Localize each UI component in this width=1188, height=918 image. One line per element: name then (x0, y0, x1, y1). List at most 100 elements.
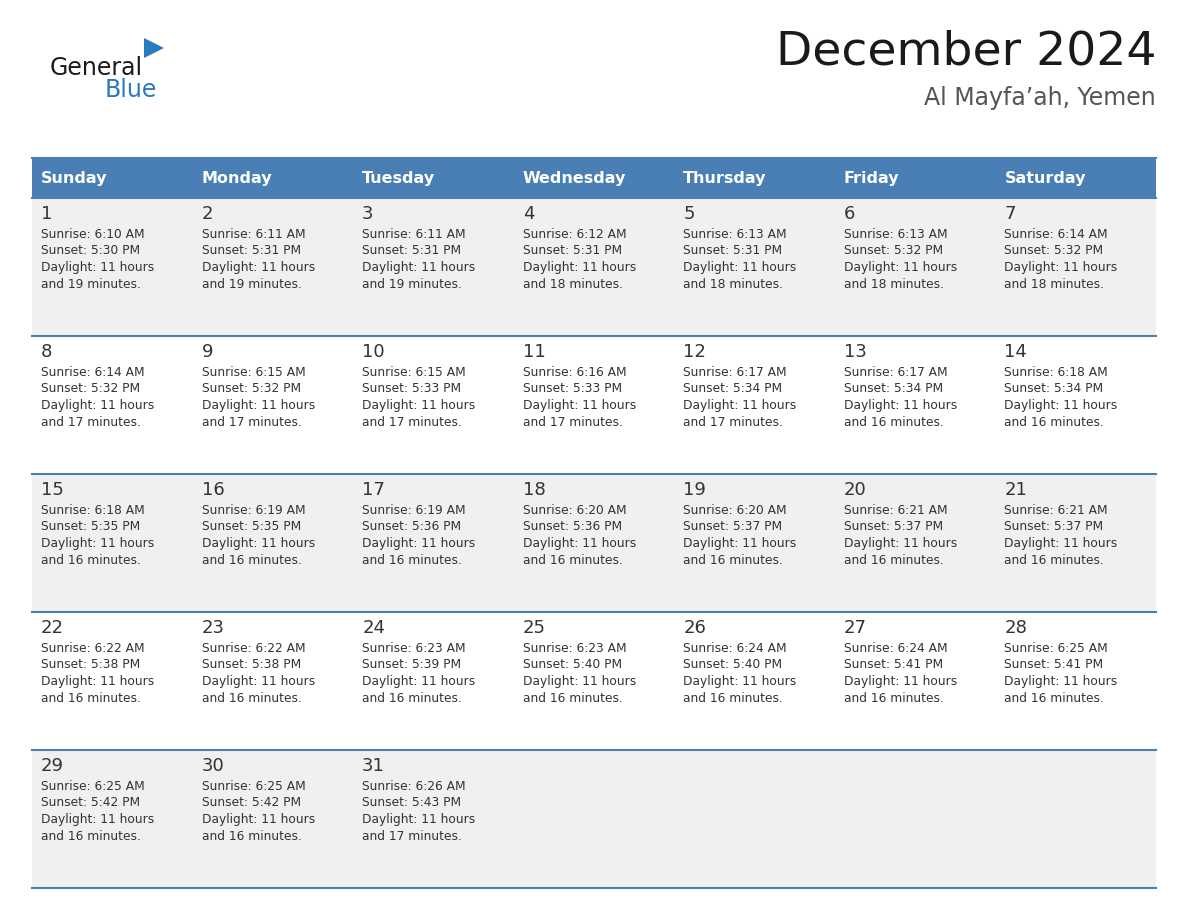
Text: Sunrise: 6:26 AM: Sunrise: 6:26 AM (362, 779, 466, 792)
Text: Daylight: 11 hours: Daylight: 11 hours (362, 538, 475, 551)
Text: Sunset: 5:35 PM: Sunset: 5:35 PM (202, 521, 301, 533)
Text: 7: 7 (1004, 205, 1016, 223)
Text: Daylight: 11 hours: Daylight: 11 hours (42, 399, 154, 412)
Text: 3: 3 (362, 205, 374, 223)
Text: Sunset: 5:34 PM: Sunset: 5:34 PM (843, 383, 943, 396)
Text: Sunrise: 6:24 AM: Sunrise: 6:24 AM (843, 642, 948, 655)
Text: Saturday: Saturday (1004, 171, 1086, 185)
Text: Daylight: 11 hours: Daylight: 11 hours (1004, 538, 1118, 551)
Text: and 16 minutes.: and 16 minutes. (362, 692, 462, 706)
Text: Sunrise: 6:21 AM: Sunrise: 6:21 AM (1004, 503, 1108, 517)
Text: 11: 11 (523, 343, 545, 361)
Text: and 16 minutes.: and 16 minutes. (843, 692, 943, 706)
Text: Sunset: 5:37 PM: Sunset: 5:37 PM (1004, 521, 1104, 533)
Text: and 17 minutes.: and 17 minutes. (202, 417, 302, 430)
Text: Sunrise: 6:22 AM: Sunrise: 6:22 AM (42, 642, 145, 655)
Text: Sunrise: 6:14 AM: Sunrise: 6:14 AM (1004, 228, 1108, 241)
Text: Sunrise: 6:18 AM: Sunrise: 6:18 AM (1004, 365, 1108, 378)
Text: Sunset: 5:37 PM: Sunset: 5:37 PM (843, 521, 943, 533)
Text: Daylight: 11 hours: Daylight: 11 hours (683, 538, 796, 551)
Text: and 16 minutes.: and 16 minutes. (1004, 417, 1105, 430)
Text: Sunset: 5:31 PM: Sunset: 5:31 PM (202, 244, 301, 258)
Text: Sunset: 5:40 PM: Sunset: 5:40 PM (683, 658, 783, 671)
Text: Sunrise: 6:12 AM: Sunrise: 6:12 AM (523, 228, 626, 241)
Text: 17: 17 (362, 481, 385, 499)
Text: and 16 minutes.: and 16 minutes. (683, 692, 783, 706)
Text: and 16 minutes.: and 16 minutes. (42, 831, 141, 844)
Text: Daylight: 11 hours: Daylight: 11 hours (202, 538, 315, 551)
Text: Daylight: 11 hours: Daylight: 11 hours (42, 813, 154, 826)
Text: 25: 25 (523, 619, 545, 637)
Text: Sunrise: 6:20 AM: Sunrise: 6:20 AM (683, 503, 786, 517)
Text: Wednesday: Wednesday (523, 171, 626, 185)
Text: 28: 28 (1004, 619, 1028, 637)
Text: and 16 minutes.: and 16 minutes. (202, 831, 302, 844)
Text: Daylight: 11 hours: Daylight: 11 hours (1004, 399, 1118, 412)
Text: and 16 minutes.: and 16 minutes. (1004, 554, 1105, 567)
Text: Sunset: 5:36 PM: Sunset: 5:36 PM (362, 521, 461, 533)
Text: Sunrise: 6:11 AM: Sunrise: 6:11 AM (362, 228, 466, 241)
Text: Sunset: 5:43 PM: Sunset: 5:43 PM (362, 797, 461, 810)
Text: Sunset: 5:40 PM: Sunset: 5:40 PM (523, 658, 621, 671)
Text: Daylight: 11 hours: Daylight: 11 hours (1004, 262, 1118, 274)
Text: 27: 27 (843, 619, 867, 637)
Text: Sunset: 5:31 PM: Sunset: 5:31 PM (683, 244, 783, 258)
Text: Sunrise: 6:25 AM: Sunrise: 6:25 AM (1004, 642, 1108, 655)
Text: 29: 29 (42, 757, 64, 775)
Text: 20: 20 (843, 481, 866, 499)
Text: and 16 minutes.: and 16 minutes. (843, 554, 943, 567)
Text: 16: 16 (202, 481, 225, 499)
Text: and 18 minutes.: and 18 minutes. (523, 278, 623, 292)
Text: and 16 minutes.: and 16 minutes. (362, 554, 462, 567)
Text: 19: 19 (683, 481, 706, 499)
Text: Daylight: 11 hours: Daylight: 11 hours (843, 262, 958, 274)
Text: and 17 minutes.: and 17 minutes. (42, 417, 141, 430)
Text: Daylight: 11 hours: Daylight: 11 hours (683, 399, 796, 412)
Bar (32, 474, 1156, 612)
Text: Tuesday: Tuesday (362, 171, 435, 185)
Polygon shape (144, 38, 164, 58)
Bar (32, 612, 1156, 750)
Text: and 16 minutes.: and 16 minutes. (843, 417, 943, 430)
Text: Sunrise: 6:19 AM: Sunrise: 6:19 AM (362, 503, 466, 517)
Text: 31: 31 (362, 757, 385, 775)
Text: and 16 minutes.: and 16 minutes. (523, 554, 623, 567)
Text: and 16 minutes.: and 16 minutes. (523, 692, 623, 706)
Text: Friday: Friday (843, 171, 899, 185)
Text: Sunset: 5:32 PM: Sunset: 5:32 PM (42, 383, 140, 396)
Text: 21: 21 (1004, 481, 1028, 499)
Text: Thursday: Thursday (683, 171, 766, 185)
Text: Sunrise: 6:22 AM: Sunrise: 6:22 AM (202, 642, 305, 655)
Text: Daylight: 11 hours: Daylight: 11 hours (202, 813, 315, 826)
Text: and 19 minutes.: and 19 minutes. (362, 278, 462, 292)
Text: Daylight: 11 hours: Daylight: 11 hours (683, 676, 796, 688)
Text: and 17 minutes.: and 17 minutes. (683, 417, 783, 430)
Text: Sunrise: 6:21 AM: Sunrise: 6:21 AM (843, 503, 948, 517)
Text: Sunrise: 6:15 AM: Sunrise: 6:15 AM (202, 365, 305, 378)
Text: Sunrise: 6:15 AM: Sunrise: 6:15 AM (362, 365, 466, 378)
Text: Sunrise: 6:14 AM: Sunrise: 6:14 AM (42, 365, 145, 378)
Text: Sunset: 5:37 PM: Sunset: 5:37 PM (683, 521, 783, 533)
Text: Blue: Blue (105, 78, 157, 102)
Text: 13: 13 (843, 343, 867, 361)
Text: Sunrise: 6:10 AM: Sunrise: 6:10 AM (42, 228, 145, 241)
Text: Daylight: 11 hours: Daylight: 11 hours (683, 262, 796, 274)
Text: 24: 24 (362, 619, 385, 637)
Text: and 16 minutes.: and 16 minutes. (42, 554, 141, 567)
Text: Daylight: 11 hours: Daylight: 11 hours (362, 399, 475, 412)
Bar (32, 158, 1156, 198)
Text: Sunrise: 6:23 AM: Sunrise: 6:23 AM (523, 642, 626, 655)
Text: 26: 26 (683, 619, 706, 637)
Text: and 19 minutes.: and 19 minutes. (42, 278, 141, 292)
Text: 14: 14 (1004, 343, 1028, 361)
Text: Sunrise: 6:13 AM: Sunrise: 6:13 AM (843, 228, 948, 241)
Text: Al Mayfa’ah, Yemen: Al Mayfa’ah, Yemen (924, 86, 1156, 110)
Bar (32, 750, 1156, 888)
Text: Daylight: 11 hours: Daylight: 11 hours (523, 262, 636, 274)
Text: Sunrise: 6:23 AM: Sunrise: 6:23 AM (362, 642, 466, 655)
Text: and 16 minutes.: and 16 minutes. (683, 554, 783, 567)
Text: Sunrise: 6:17 AM: Sunrise: 6:17 AM (843, 365, 948, 378)
Text: Daylight: 11 hours: Daylight: 11 hours (523, 676, 636, 688)
Text: Sunset: 5:42 PM: Sunset: 5:42 PM (202, 797, 301, 810)
Text: Daylight: 11 hours: Daylight: 11 hours (362, 262, 475, 274)
